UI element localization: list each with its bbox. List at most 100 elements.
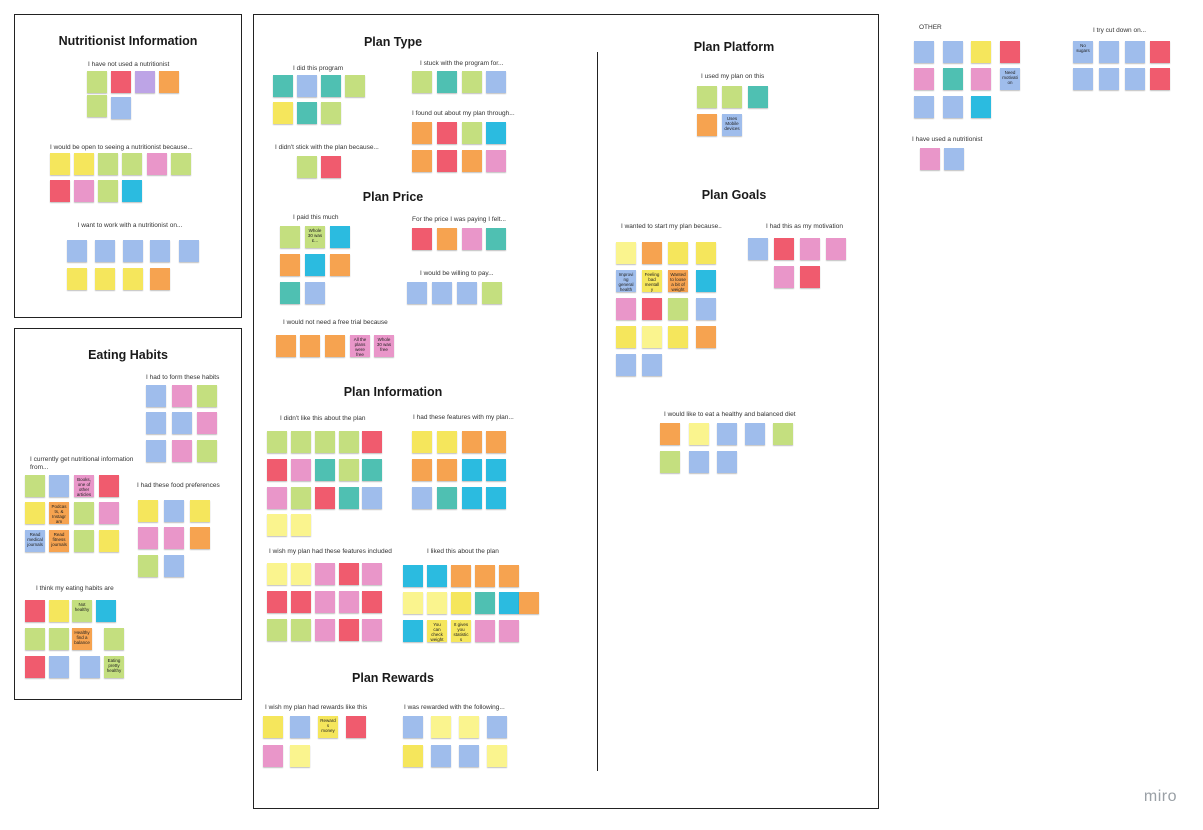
- sticky-note-no-sugars[interactable]: No sugars: [1073, 41, 1093, 63]
- sticky-note[interactable]: [280, 254, 300, 276]
- sticky-note[interactable]: [172, 412, 192, 434]
- sticky-note[interactable]: [437, 431, 457, 453]
- sticky-note[interactable]: [486, 487, 506, 509]
- sticky-note[interactable]: [1000, 41, 1020, 63]
- sticky-note[interactable]: [315, 563, 335, 585]
- sticky-note[interactable]: [123, 240, 143, 262]
- sticky-note[interactable]: [362, 431, 382, 453]
- sticky-note[interactable]: [267, 563, 287, 585]
- sticky-note[interactable]: [486, 431, 506, 453]
- sticky-note[interactable]: [74, 530, 94, 552]
- sticky-note[interactable]: [437, 122, 457, 144]
- sticky-note[interactable]: [696, 242, 716, 264]
- sticky-note[interactable]: [943, 96, 963, 118]
- sticky-note[interactable]: [412, 122, 432, 144]
- sticky-note[interactable]: [197, 440, 217, 462]
- sticky-note[interactable]: [25, 628, 45, 650]
- sticky-note[interactable]: [330, 254, 350, 276]
- sticky-note[interactable]: [774, 238, 794, 260]
- sticky-note[interactable]: [412, 487, 432, 509]
- sticky-note[interactable]: [459, 745, 479, 767]
- sticky-note-all-the-plans[interactable]: All the plans were free: [350, 335, 370, 357]
- sticky-note[interactable]: [1099, 68, 1119, 90]
- sticky-note[interactable]: [321, 75, 341, 97]
- sticky-note[interactable]: [660, 451, 680, 473]
- sticky-note[interactable]: [267, 619, 287, 641]
- sticky-note[interactable]: [1150, 68, 1170, 90]
- sticky-note[interactable]: [451, 592, 471, 614]
- sticky-note[interactable]: [300, 335, 320, 357]
- sticky-note[interactable]: [74, 153, 94, 175]
- sticky-note[interactable]: [164, 527, 184, 549]
- sticky-note-need-motivation[interactable]: Need motivation: [1000, 68, 1020, 90]
- sticky-note[interactable]: [427, 592, 447, 614]
- sticky-note[interactable]: [98, 153, 118, 175]
- sticky-note[interactable]: [971, 41, 991, 63]
- sticky-note[interactable]: [95, 268, 115, 290]
- sticky-note[interactable]: [267, 591, 287, 613]
- sticky-note[interactable]: [146, 385, 166, 407]
- sticky-note[interactable]: [87, 71, 107, 93]
- sticky-note[interactable]: [138, 500, 158, 522]
- sticky-note[interactable]: [668, 298, 688, 320]
- sticky-note[interactable]: [87, 95, 107, 117]
- sticky-note[interactable]: [475, 592, 495, 614]
- sticky-note[interactable]: [164, 500, 184, 522]
- plan-frame[interactable]: [253, 14, 879, 809]
- sticky-note[interactable]: [339, 459, 359, 481]
- sticky-note[interactable]: [171, 153, 191, 175]
- sticky-note[interactable]: [800, 266, 820, 288]
- sticky-note[interactable]: [800, 238, 820, 260]
- sticky-note[interactable]: [50, 180, 70, 202]
- sticky-note[interactable]: [321, 102, 341, 124]
- sticky-note[interactable]: [267, 431, 287, 453]
- sticky-note[interactable]: [914, 41, 934, 63]
- sticky-note[interactable]: [291, 459, 311, 481]
- sticky-note[interactable]: [451, 565, 471, 587]
- sticky-note[interactable]: [486, 228, 506, 250]
- sticky-note[interactable]: [487, 745, 507, 767]
- sticky-note[interactable]: [362, 619, 382, 641]
- sticky-note[interactable]: [431, 716, 451, 738]
- sticky-note[interactable]: [748, 238, 768, 260]
- sticky-note[interactable]: [642, 326, 662, 348]
- sticky-note[interactable]: [321, 156, 341, 178]
- sticky-note[interactable]: [745, 423, 765, 445]
- sticky-note[interactable]: [305, 254, 325, 276]
- sticky-note[interactable]: [616, 326, 636, 348]
- sticky-note-read-journals[interactable]: Read medical journals: [25, 530, 45, 552]
- sticky-note[interactable]: [138, 527, 158, 549]
- sticky-note[interactable]: [486, 122, 506, 144]
- sticky-note[interactable]: [74, 180, 94, 202]
- sticky-note[interactable]: [696, 270, 716, 292]
- sticky-note-fitness-journals[interactable]: Read fitness journals: [49, 530, 69, 552]
- sticky-note[interactable]: [172, 385, 192, 407]
- sticky-note[interactable]: [146, 412, 166, 434]
- sticky-note-improve-health[interactable]: Improving general health: [616, 270, 636, 292]
- sticky-note[interactable]: [459, 716, 479, 738]
- sticky-note-feel-bad[interactable]: Feeling bad mentally: [642, 270, 662, 292]
- sticky-note[interactable]: [773, 423, 793, 445]
- sticky-note[interactable]: [403, 565, 423, 587]
- sticky-note[interactable]: [49, 628, 69, 650]
- sticky-note[interactable]: [74, 502, 94, 524]
- sticky-note[interactable]: [290, 745, 310, 767]
- sticky-note[interactable]: [412, 431, 432, 453]
- sticky-note-rewards-money[interactable]: Rewards money: [318, 716, 338, 738]
- sticky-note[interactable]: [437, 150, 457, 172]
- sticky-note[interactable]: [276, 335, 296, 357]
- sticky-note[interactable]: [111, 97, 131, 119]
- sticky-note[interactable]: [164, 555, 184, 577]
- sticky-note[interactable]: [297, 75, 317, 97]
- sticky-note[interactable]: [971, 68, 991, 90]
- sticky-note[interactable]: [1125, 41, 1145, 63]
- sticky-note[interactable]: [25, 502, 45, 524]
- sticky-note[interactable]: [95, 240, 115, 262]
- sticky-note[interactable]: [150, 268, 170, 290]
- sticky-note[interactable]: [146, 440, 166, 462]
- sticky-note[interactable]: [190, 500, 210, 522]
- sticky-note[interactable]: [717, 423, 737, 445]
- sticky-note[interactable]: [475, 565, 495, 587]
- sticky-note[interactable]: [330, 226, 350, 248]
- sticky-note-check-weight[interactable]: You can check weight: [427, 620, 447, 642]
